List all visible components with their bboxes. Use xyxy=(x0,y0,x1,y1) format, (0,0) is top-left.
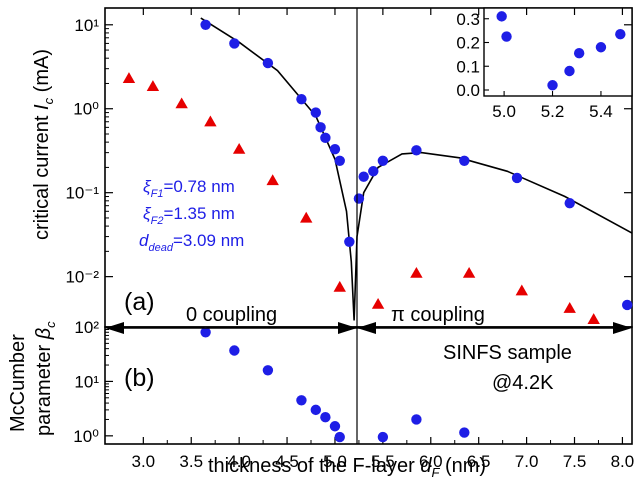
y-axis-label-a: critical current Ic (mA) xyxy=(31,49,56,240)
ic-point xyxy=(334,155,345,166)
inset-y-tick-label: 0.1 xyxy=(456,57,480,76)
y-tick-label-b: 10² xyxy=(74,318,99,337)
betac-point xyxy=(200,327,211,338)
ic-triangle-point xyxy=(146,80,160,91)
sample-label-2: @4.2K xyxy=(492,372,554,394)
ic-triangle-point xyxy=(515,284,529,296)
ic-point xyxy=(344,236,355,247)
y-axis-label-b-1: McCumber xyxy=(7,334,29,432)
d-dead-annotation: ddead=3.09 nm xyxy=(139,231,244,254)
ic-point xyxy=(564,197,575,209)
y-tick-label-a: 10⁰ xyxy=(73,100,99,119)
betac-point xyxy=(459,427,470,438)
y-tick-label-a: 10¹ xyxy=(74,16,99,35)
x-tick-label: 4.5 xyxy=(275,452,299,471)
x-tick-label: 3.5 xyxy=(179,452,203,471)
xi-f2-annotation: ξF2=1.35 nm xyxy=(143,204,235,227)
xi-f1-annotation: ξF1=0.78 nm xyxy=(143,177,235,200)
panel-a-label: (a) xyxy=(124,288,155,316)
inset-point xyxy=(615,28,626,40)
ic-triangle-point xyxy=(333,280,346,292)
ic-triangle-point xyxy=(563,302,576,313)
ic-triangle-point xyxy=(122,72,136,84)
betac-point xyxy=(329,421,341,432)
ticks-layer: 3.0 3.5 4.0 4.5 5.0 5.5 6.0 6.5 7.0 7.5 8.0 10⁻² 10⁻… xyxy=(65,8,634,471)
ic-point xyxy=(296,93,307,105)
arrow-right-end xyxy=(613,322,632,334)
arrow-left-end xyxy=(105,322,124,334)
ic-triangle-point xyxy=(232,142,246,154)
inset-x-tick-label: 5.0 xyxy=(492,102,516,121)
inset-y-tick-label: 0.3 xyxy=(456,10,480,29)
ic-triangle-point xyxy=(371,297,385,309)
ic-triangle-point xyxy=(204,115,217,127)
y-tick-label-a: 10⁻² xyxy=(65,268,99,287)
y-tick-label-b: 10⁰ xyxy=(73,427,99,446)
inset-point xyxy=(564,65,575,77)
betac-point xyxy=(229,345,240,356)
x-tick-label: 7.0 xyxy=(515,452,539,471)
ic-point xyxy=(353,193,365,204)
inset-point xyxy=(547,80,558,91)
y-tick-label-b: 10¹ xyxy=(74,372,99,391)
inset-point xyxy=(595,42,607,53)
betac-point xyxy=(320,412,331,423)
inset-x-tick-label: 5.2 xyxy=(541,102,565,121)
betac-point xyxy=(334,431,345,443)
x-tick-label: 8.0 xyxy=(611,452,635,471)
ic-point xyxy=(622,299,633,311)
x-tick-label: 5.0 xyxy=(323,452,347,471)
x-tick-label: 4.0 xyxy=(227,452,251,471)
ic-point xyxy=(368,166,379,177)
inset-y-tick-label: 0.2 xyxy=(456,34,480,53)
ic-point xyxy=(329,143,341,155)
ic-point xyxy=(262,57,274,69)
inset-point xyxy=(501,31,512,42)
x-tick-label: 6.0 xyxy=(419,452,443,471)
x-tick-label: 5.5 xyxy=(371,452,395,471)
ic-point xyxy=(229,38,240,49)
marks-layer xyxy=(122,11,633,443)
inset-point xyxy=(573,47,585,59)
zero-coupling-label: 0 coupling xyxy=(186,304,277,326)
ic-triangle-point xyxy=(266,174,279,186)
ic-triangle-point xyxy=(462,266,476,278)
ic-point xyxy=(459,155,470,166)
sample-label-1: SINFS sample xyxy=(443,342,572,364)
betac-point xyxy=(310,404,321,416)
inset-y-tick-label: 0.0 xyxy=(456,81,480,100)
inset-x-tick-label: 5.4 xyxy=(589,102,613,121)
pi-coupling-label: π coupling xyxy=(391,304,485,326)
ic-point xyxy=(358,171,369,182)
ic-triangle-point xyxy=(587,313,600,324)
betac-point xyxy=(262,365,274,376)
y-axis-label-b-2: parameter βc xyxy=(33,321,58,436)
arrow-mid-right xyxy=(357,322,376,334)
x-tick-label: 7.5 xyxy=(563,452,587,471)
x-tick-label: 6.5 xyxy=(467,452,491,471)
ic-point xyxy=(377,155,389,166)
ic-triangle-point xyxy=(300,211,313,223)
ic-point xyxy=(411,145,422,156)
arrow-mid-left xyxy=(338,322,357,334)
ic-point xyxy=(511,172,523,184)
betac-point xyxy=(296,395,307,406)
y-tick-label-a: 10⁻¹ xyxy=(65,184,99,203)
ic-point xyxy=(200,19,211,30)
inset-frame xyxy=(483,7,633,97)
ic-point xyxy=(310,107,321,118)
betac-point xyxy=(377,431,389,443)
ic-point xyxy=(320,132,331,144)
inset-point xyxy=(496,11,507,22)
ic-triangle-point xyxy=(175,97,188,109)
panel-b-label: (b) xyxy=(124,364,155,392)
x-axis-label: thickness of the F-layer dF (nm) xyxy=(208,455,486,480)
betac-point xyxy=(411,414,422,425)
ic-point xyxy=(315,122,326,133)
x-tick-label: 3.0 xyxy=(132,452,156,471)
ic-triangle-point xyxy=(410,266,423,278)
